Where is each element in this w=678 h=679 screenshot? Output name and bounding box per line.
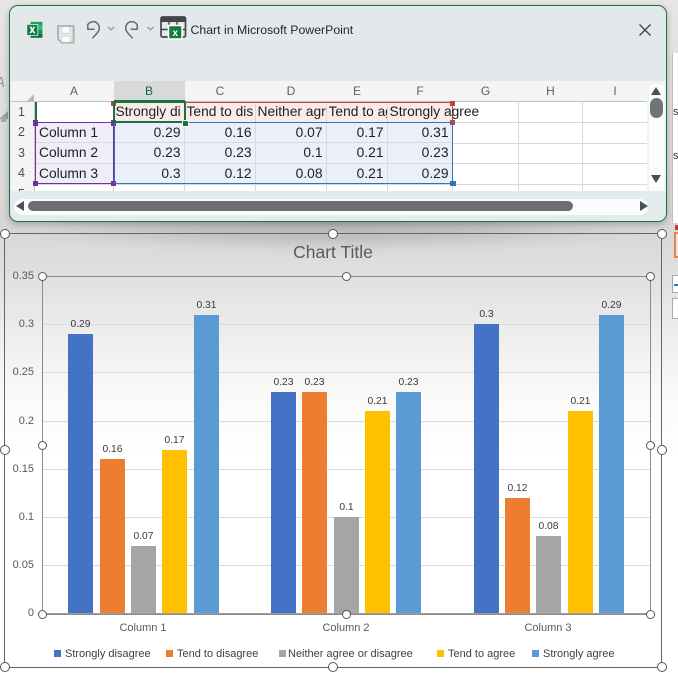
svg-text:x: x xyxy=(172,28,178,39)
